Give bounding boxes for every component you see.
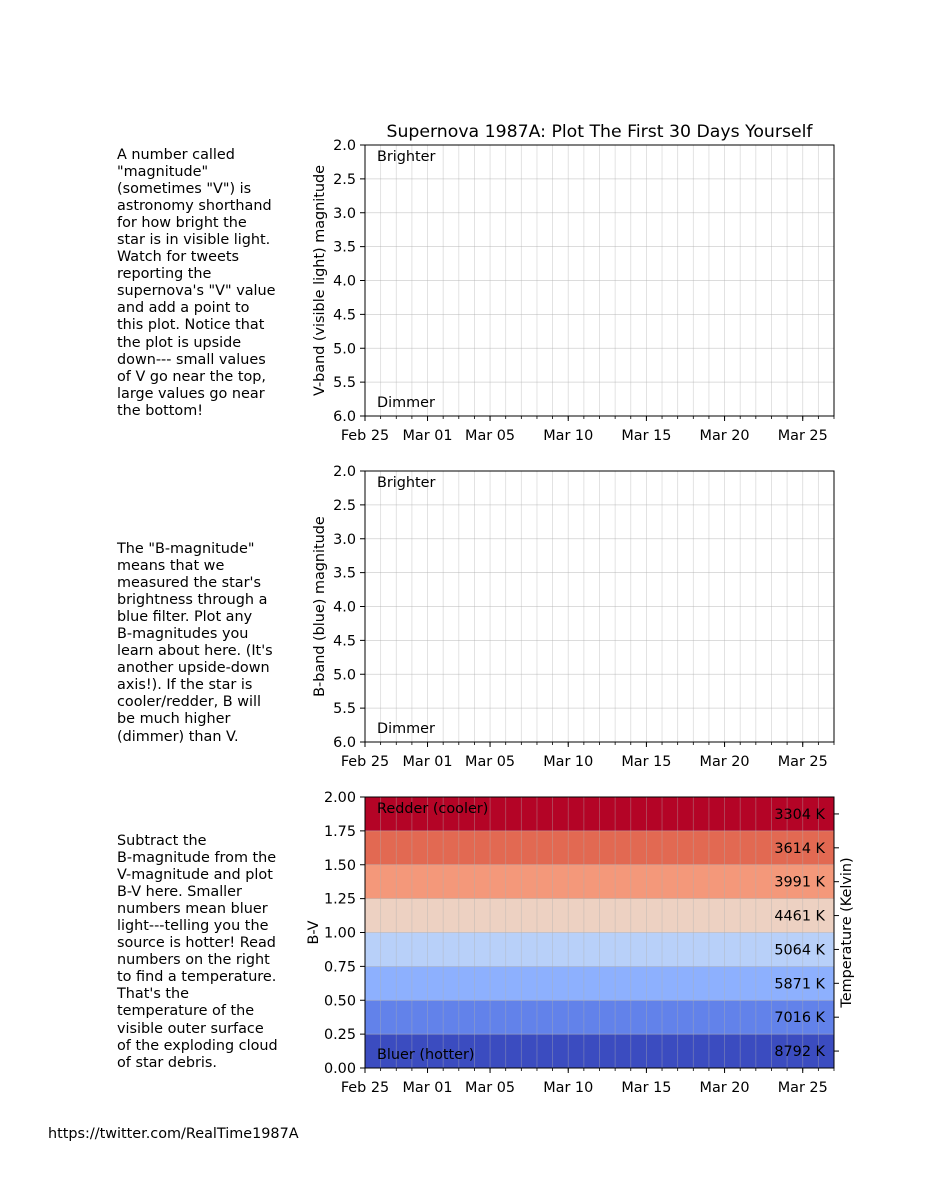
temperature-label: 8792 K xyxy=(774,1044,825,1060)
chart-3: 0.00 0.25 0.50 0.75 1.00 1.25 1.50 1.75 2.00 Feb … xyxy=(306,790,855,1096)
y-tick-label: 0.50 xyxy=(324,993,356,1009)
x-tick-label: Mar 20 xyxy=(700,1080,750,1096)
y-tick-label: 2.0 xyxy=(333,464,356,480)
y-tick-label: 5.0 xyxy=(333,341,356,357)
x-tick-label: Mar 25 xyxy=(778,428,828,444)
color-band-0 xyxy=(365,1034,834,1068)
x-tick-label: Feb 25 xyxy=(341,1080,389,1096)
y-tick-label: 6.0 xyxy=(333,409,356,425)
color-band-4 xyxy=(365,898,834,933)
x-tick-label: Mar 01 xyxy=(403,428,453,444)
b-minus-v-explanation: Subtract the B-magnitude from the V-magn… xyxy=(117,833,278,1071)
y-tick-label: 2.5 xyxy=(333,172,356,188)
temperature-label: 5064 K xyxy=(774,942,825,958)
x-tick-label: Mar 10 xyxy=(543,428,593,444)
x-tick-label: Mar 25 xyxy=(778,754,828,770)
x-tick-label: Mar 05 xyxy=(465,754,515,770)
annotation-top: Redder (cooler) xyxy=(377,801,488,817)
color-band-5 xyxy=(365,864,834,899)
temperature-label: 5871 K xyxy=(774,976,825,992)
x-tick-label: Mar 15 xyxy=(621,428,671,444)
y-tick-label: 4.0 xyxy=(333,274,356,290)
y-tick-label: 3.5 xyxy=(333,240,356,256)
x-tick-label: Mar 05 xyxy=(465,1080,515,1096)
temperature-label: 3991 K xyxy=(774,875,825,891)
y-tick-label: 3.0 xyxy=(333,532,356,548)
chart-1: 2.0 2.5 3.0 3.5 4.0 4.5 5.0 5.5 6.0 Feb 25 Mar 01 M… xyxy=(312,122,835,444)
annotation-bottom: Dimmer xyxy=(377,721,435,737)
color-band-6 xyxy=(365,830,834,865)
x-tick-label: Mar 10 xyxy=(543,1080,593,1096)
y-tick-label: 2.00 xyxy=(324,790,356,806)
y-tick-label: 4.5 xyxy=(333,633,356,649)
y-tick-label: 1.50 xyxy=(324,858,356,874)
x-tick-label: Mar 01 xyxy=(403,754,453,770)
y-axis-label: B-V xyxy=(306,920,322,944)
chart-2: 2.0 2.5 3.0 3.5 4.0 4.5 5.0 5.5 6.0 Feb 25 Mar 01 M… xyxy=(312,464,835,770)
annotation-top: Brighter xyxy=(377,149,436,165)
v-band-explanation: A number called "magnitude" (sometimes "… xyxy=(117,147,276,419)
y-tick-label: 1.25 xyxy=(324,892,356,908)
y-tick-label: 5.5 xyxy=(333,701,356,717)
x-tick-label: Mar 05 xyxy=(465,428,515,444)
y-tick-label: 0.75 xyxy=(324,959,356,975)
y-tick-label: 0.00 xyxy=(324,1061,356,1077)
y-tick-label: 1.75 xyxy=(324,824,356,840)
annotation-top: Brighter xyxy=(377,475,436,491)
y-tick-label: 3.5 xyxy=(333,566,356,582)
chart-title: Supernova 1987A: Plot The First 30 Days … xyxy=(386,122,813,142)
x-tick-label: Mar 25 xyxy=(778,1080,828,1096)
x-tick-label: Mar 15 xyxy=(621,754,671,770)
color-band-1 xyxy=(365,1000,834,1035)
temperature-label: 3614 K xyxy=(774,841,825,857)
y-tick-label: 2.5 xyxy=(333,498,356,514)
x-tick-label: Feb 25 xyxy=(341,754,389,770)
y-tick-label: 6.0 xyxy=(333,735,356,751)
color-band-2 xyxy=(365,966,834,1001)
annotation-bottom: Dimmer xyxy=(377,395,435,411)
plot-frame xyxy=(364,144,835,417)
x-tick-label: Mar 15 xyxy=(621,1080,671,1096)
y-tick-label: 2.0 xyxy=(333,138,356,154)
y-tick-label: 5.0 xyxy=(333,667,356,683)
plot-frame xyxy=(364,470,835,743)
y-axis-label: V-band (visible light) magnitude xyxy=(312,165,328,396)
x-tick-label: Feb 25 xyxy=(341,428,389,444)
y-tick-label: 3.0 xyxy=(333,206,356,222)
color-band-3 xyxy=(365,932,834,967)
color-band-7 xyxy=(365,797,834,831)
y-tick-label: 1.00 xyxy=(324,926,356,942)
x-tick-label: Mar 20 xyxy=(700,428,750,444)
footer-url[interactable]: https://twitter.com/RealTime1987A xyxy=(48,1126,299,1142)
y-tick-label: 4.0 xyxy=(333,600,356,616)
temperature-label: 7016 K xyxy=(774,1010,825,1026)
plot-frame xyxy=(364,796,835,1069)
temperature-label: 4461 K xyxy=(774,909,825,925)
y-tick-label: 4.5 xyxy=(333,307,356,323)
y-tick-label: 0.25 xyxy=(324,1027,356,1043)
y-axis-label: B-band (blue) magnitude xyxy=(312,516,328,697)
temperature-axis-label: Temperature (Kelvin) xyxy=(839,857,855,1008)
x-tick-label: Mar 20 xyxy=(700,754,750,770)
x-tick-label: Mar 01 xyxy=(403,1080,453,1096)
x-tick-label: Mar 10 xyxy=(543,754,593,770)
b-band-explanation: The "B-magnitude" means that we measured… xyxy=(117,541,273,745)
annotation-bottom: Bluer (hotter) xyxy=(377,1047,475,1063)
temperature-label: 3304 K xyxy=(774,807,825,823)
y-tick-label: 5.5 xyxy=(333,375,356,391)
